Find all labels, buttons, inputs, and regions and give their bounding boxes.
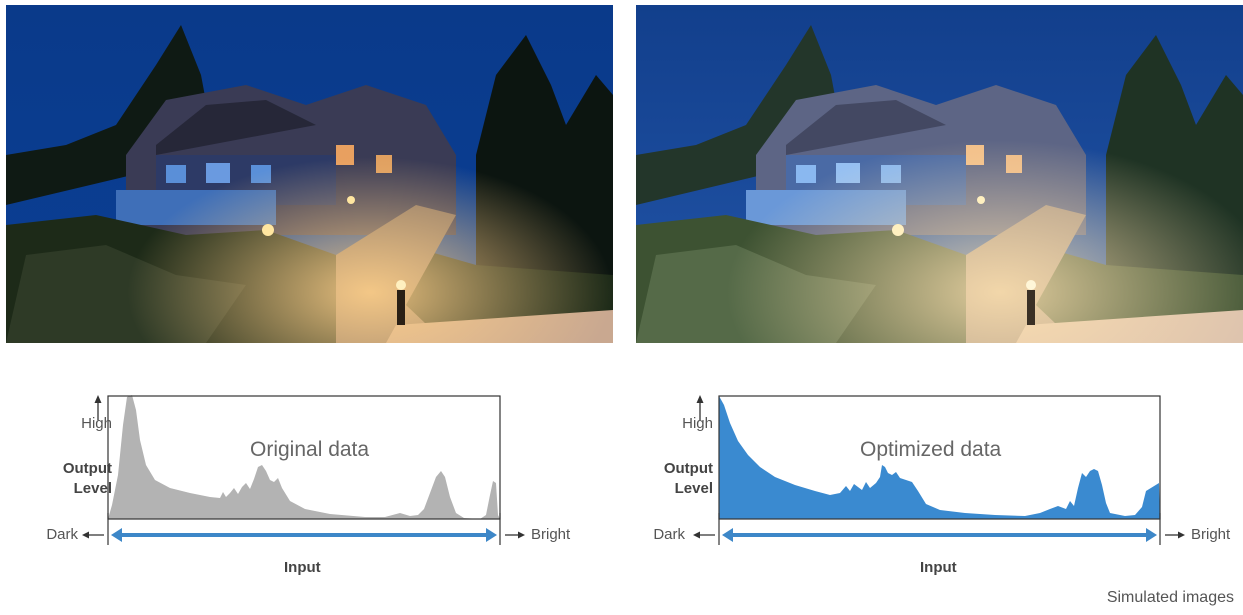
histogram-title: Optimized data <box>860 438 1002 461</box>
histogram-area <box>719 396 1160 519</box>
bright-label: Bright <box>1191 526 1231 543</box>
histogram-frame <box>718 395 1161 520</box>
histogram-area <box>108 395 500 519</box>
original-photo <box>6 5 613 343</box>
footnote: Simulated images <box>1106 589 1234 606</box>
output-level-label: Output Level <box>62 460 112 497</box>
histogram-title: Original data <box>250 438 370 461</box>
input-label: Input <box>284 559 321 576</box>
optimized-histogram-panel: Optimized data High Output Level Dark Br… <box>630 385 1231 576</box>
high-label: High <box>682 415 713 432</box>
input-label: Input <box>920 559 957 576</box>
bright-label: Bright <box>531 526 571 543</box>
histogram-frame <box>107 395 501 520</box>
optimized-photo <box>636 5 1243 343</box>
original-histogram-panel: Original data High Output Level Dark Bri… <box>0 385 600 576</box>
output-level-label: Output Level <box>663 460 713 497</box>
high-label: High <box>81 415 112 432</box>
dark-label: Dark <box>653 526 685 543</box>
dark-label: Dark <box>46 526 78 543</box>
